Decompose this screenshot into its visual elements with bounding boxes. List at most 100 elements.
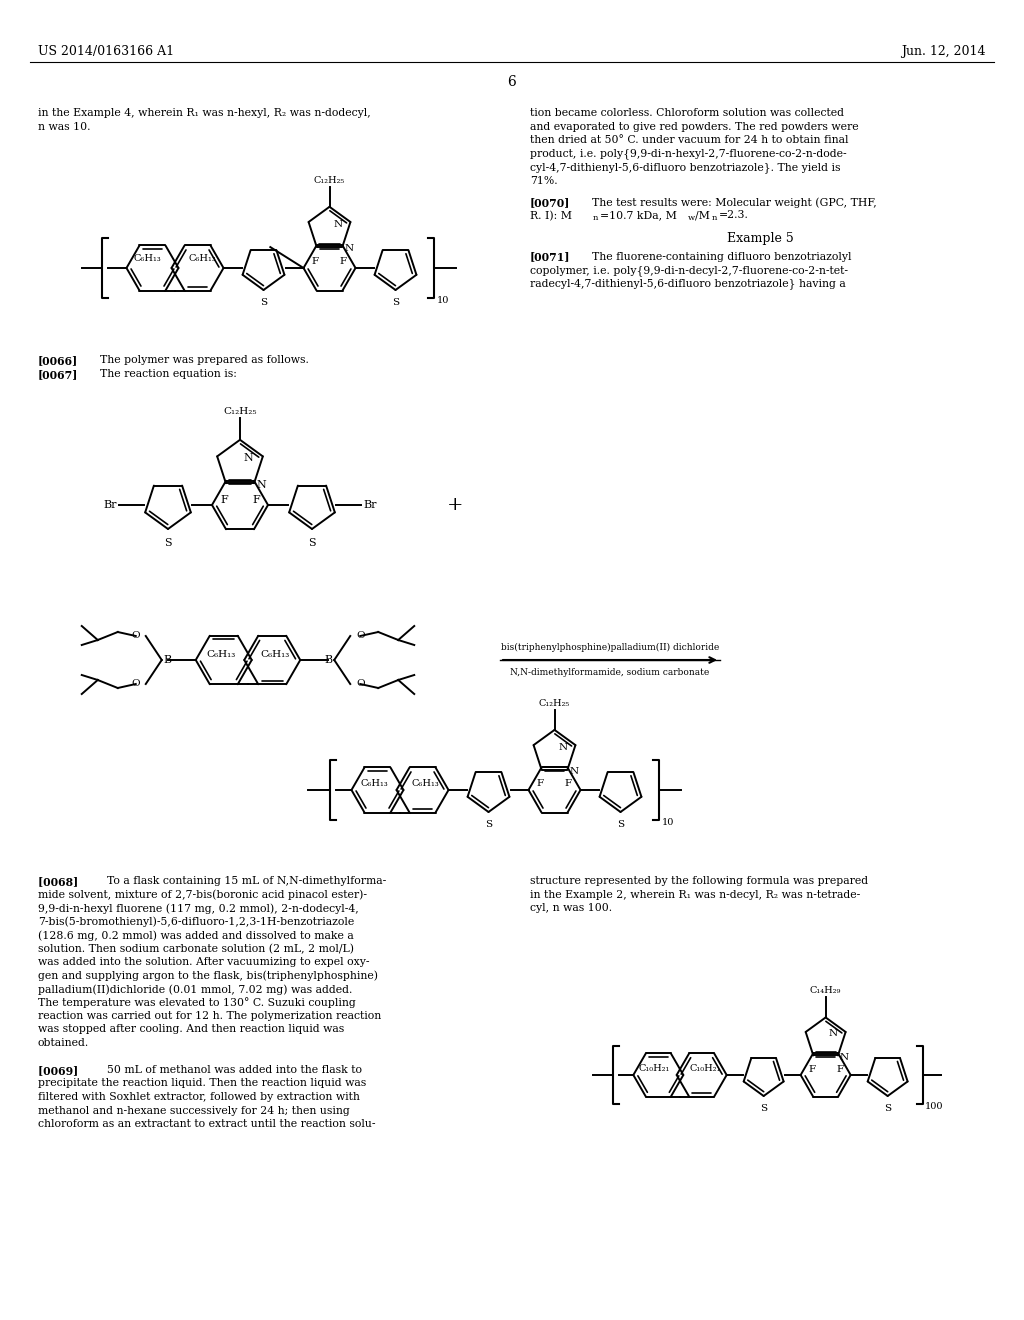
Text: C₆H₁₃: C₆H₁₃ (360, 779, 388, 788)
Text: 71%.: 71%. (530, 176, 558, 186)
Text: N: N (558, 743, 567, 751)
Text: C₆H₁₃: C₆H₁₃ (188, 253, 216, 263)
Text: F: F (312, 257, 319, 267)
Text: [0068]: [0068] (38, 876, 82, 887)
Text: C₁₂H₂₅: C₁₂H₂₅ (314, 176, 345, 185)
Text: solution. Then sodium carbonate solution (2 mL, 2 mol/L): solution. Then sodium carbonate solution… (38, 944, 354, 954)
Text: O: O (131, 680, 139, 689)
Text: product, i.e. poly{9,9-di-n-hexyl-2,7-fluorene-co-2-n-dode-: product, i.e. poly{9,9-di-n-hexyl-2,7-fl… (530, 149, 847, 160)
Text: O: O (356, 631, 365, 640)
Text: [0067]: [0067] (38, 370, 79, 380)
Text: cyl-4,7-dithienyl-5,6-difluoro benzotriazole}. The yield is: cyl-4,7-dithienyl-5,6-difluoro benzotria… (530, 162, 841, 173)
Text: F: F (808, 1065, 815, 1074)
Text: C₁₀H₂₁: C₁₀H₂₁ (639, 1064, 670, 1073)
Text: in the Example 4, wherein R₁ was n-hexyl, R₂ was n-dodecyl,: in the Example 4, wherein R₁ was n-hexyl… (38, 108, 371, 117)
Text: obtained.: obtained. (38, 1038, 89, 1048)
Text: 6: 6 (508, 75, 516, 88)
Text: then dried at 50° C. under vacuum for 24 h to obtain final: then dried at 50° C. under vacuum for 24… (530, 135, 849, 145)
Text: gen and supplying argon to the flask, bis(triphenylphosphine): gen and supplying argon to the flask, bi… (38, 970, 378, 981)
Text: Br: Br (362, 500, 377, 510)
Text: N: N (344, 244, 353, 253)
Text: n was 10.: n was 10. (38, 121, 90, 132)
Text: Br: Br (103, 500, 117, 510)
Text: C₆H₁₃: C₆H₁₃ (412, 779, 439, 788)
Text: N: N (828, 1030, 838, 1039)
Text: S: S (308, 539, 315, 548)
Text: N: N (243, 453, 253, 463)
Text: N: N (840, 1053, 849, 1061)
Text: N: N (569, 767, 579, 776)
Text: structure represented by the following formula was prepared: structure represented by the following f… (530, 876, 868, 886)
Text: mide solvent, mixture of 2,7-bis(boronic acid pinacol ester)-: mide solvent, mixture of 2,7-bis(boronic… (38, 890, 367, 900)
Text: n: n (593, 214, 598, 222)
Text: To a flask containing 15 mL of N,N-dimethylforma-: To a flask containing 15 mL of N,N-dimet… (100, 876, 386, 886)
Text: methanol and n-hexane successively for 24 h; then using: methanol and n-hexane successively for 2… (38, 1106, 350, 1115)
Text: C₁₂H₂₅: C₁₂H₂₅ (223, 407, 257, 416)
Text: N: N (256, 480, 266, 490)
Text: C₆H₁₃: C₆H₁₃ (133, 253, 162, 263)
Text: O: O (131, 631, 139, 640)
Text: w: w (688, 214, 695, 222)
Text: B: B (325, 655, 333, 665)
Text: S: S (616, 820, 624, 829)
Text: (128.6 mg, 0.2 mmol) was added and dissolved to make a: (128.6 mg, 0.2 mmol) was added and disso… (38, 931, 353, 941)
Text: The test results were: Molecular weight (GPC, THF,: The test results were: Molecular weight … (592, 197, 877, 207)
Text: 50 mL of methanol was added into the flask to: 50 mL of methanol was added into the fla… (100, 1065, 362, 1074)
Text: n: n (712, 214, 718, 222)
Text: S: S (260, 298, 267, 308)
Text: 10: 10 (662, 818, 674, 828)
Text: chloroform as an extractant to extract until the reaction solu-: chloroform as an extractant to extract u… (38, 1119, 376, 1129)
Text: radecyl-4,7-dithienyl-5,6-difluoro benzotriazole} having a: radecyl-4,7-dithienyl-5,6-difluoro benzo… (530, 279, 846, 289)
Text: [0069]: [0069] (38, 1065, 82, 1076)
Text: =10.7 kDa, M: =10.7 kDa, M (600, 210, 677, 220)
Text: 10: 10 (436, 296, 449, 305)
Text: C₁₂H₂₅: C₁₂H₂₅ (539, 698, 570, 708)
Text: precipitate the reaction liquid. Then the reaction liquid was: precipitate the reaction liquid. Then th… (38, 1078, 367, 1089)
Text: [0070]: [0070] (530, 197, 570, 209)
Text: was stopped after cooling. And then reaction liquid was: was stopped after cooling. And then reac… (38, 1024, 344, 1035)
Text: F: F (220, 495, 228, 504)
Text: F: F (537, 780, 544, 788)
Text: F: F (252, 495, 260, 504)
Text: Jun. 12, 2014: Jun. 12, 2014 (901, 45, 986, 58)
Text: US 2014/0163166 A1: US 2014/0163166 A1 (38, 45, 174, 58)
Text: bis(triphenylphosphine)palladium(II) dichloride: bis(triphenylphosphine)palladium(II) dic… (501, 643, 719, 652)
Text: The polymer was prepared as follows.: The polymer was prepared as follows. (100, 355, 309, 366)
Text: reaction was carried out for 12 h. The polymerization reaction: reaction was carried out for 12 h. The p… (38, 1011, 381, 1020)
Text: cyl, n was 100.: cyl, n was 100. (530, 903, 612, 913)
Text: The temperature was elevated to 130° C. Suzuki coupling: The temperature was elevated to 130° C. … (38, 998, 355, 1008)
Text: filtered with Soxhlet extractor, followed by extraction with: filtered with Soxhlet extractor, followe… (38, 1092, 359, 1102)
Text: The fluorene-containing difluoro benzotriazolyl: The fluorene-containing difluoro benzotr… (592, 252, 852, 261)
Text: +: + (446, 496, 463, 513)
Text: 7-bis(5-bromothienyl)-5,6-difluoro-1,2,3-1H-benzotriazole: 7-bis(5-bromothienyl)-5,6-difluoro-1,2,3… (38, 916, 354, 927)
Text: C₁₀H₂₁: C₁₀H₂₁ (690, 1064, 721, 1073)
Text: B: B (164, 655, 172, 665)
Text: F: F (565, 780, 572, 788)
Text: C₁₄H₂₉: C₁₄H₂₉ (810, 986, 842, 995)
Text: and evaporated to give red powders. The red powders were: and evaporated to give red powders. The … (530, 121, 859, 132)
Text: S: S (760, 1104, 767, 1113)
Text: O: O (356, 680, 365, 689)
Text: The reaction equation is:: The reaction equation is: (100, 370, 237, 379)
Text: was added into the solution. After vacuumizing to expel oxy-: was added into the solution. After vacuu… (38, 957, 370, 968)
Text: S: S (392, 298, 399, 308)
Text: 9,9-di-n-hexyl fluorene (117 mg, 0.2 mmol), 2-n-dodecyl-4,: 9,9-di-n-hexyl fluorene (117 mg, 0.2 mmo… (38, 903, 358, 913)
Text: [0071]: [0071] (530, 252, 570, 263)
Text: F: F (836, 1065, 843, 1074)
Text: =2.3.: =2.3. (719, 210, 749, 220)
Text: 100: 100 (925, 1102, 943, 1111)
Text: palladium(II)dichloride (0.01 mmol, 7.02 mg) was added.: palladium(II)dichloride (0.01 mmol, 7.02… (38, 983, 352, 994)
Text: S: S (485, 820, 493, 829)
Text: C₆H₁₃: C₆H₁₃ (260, 651, 289, 659)
Text: C₆H₁₃: C₆H₁₃ (207, 651, 236, 659)
Text: /M: /M (695, 210, 710, 220)
Text: F: F (340, 257, 347, 267)
Text: in the Example 2, wherein R₁ was n-decyl, R₂ was n-tetrade-: in the Example 2, wherein R₁ was n-decyl… (530, 890, 860, 899)
Text: Example 5: Example 5 (727, 232, 794, 246)
Text: [0066]: [0066] (38, 355, 78, 366)
Text: copolymer, i.e. poly{9,9-di-n-decyl-2,7-fluorene-co-2-n-tet-: copolymer, i.e. poly{9,9-di-n-decyl-2,7-… (530, 265, 848, 276)
Text: N: N (334, 219, 342, 228)
Text: S: S (884, 1104, 891, 1113)
Text: tion became colorless. Chloroform solution was collected: tion became colorless. Chloroform soluti… (530, 108, 844, 117)
Text: S: S (164, 539, 172, 548)
